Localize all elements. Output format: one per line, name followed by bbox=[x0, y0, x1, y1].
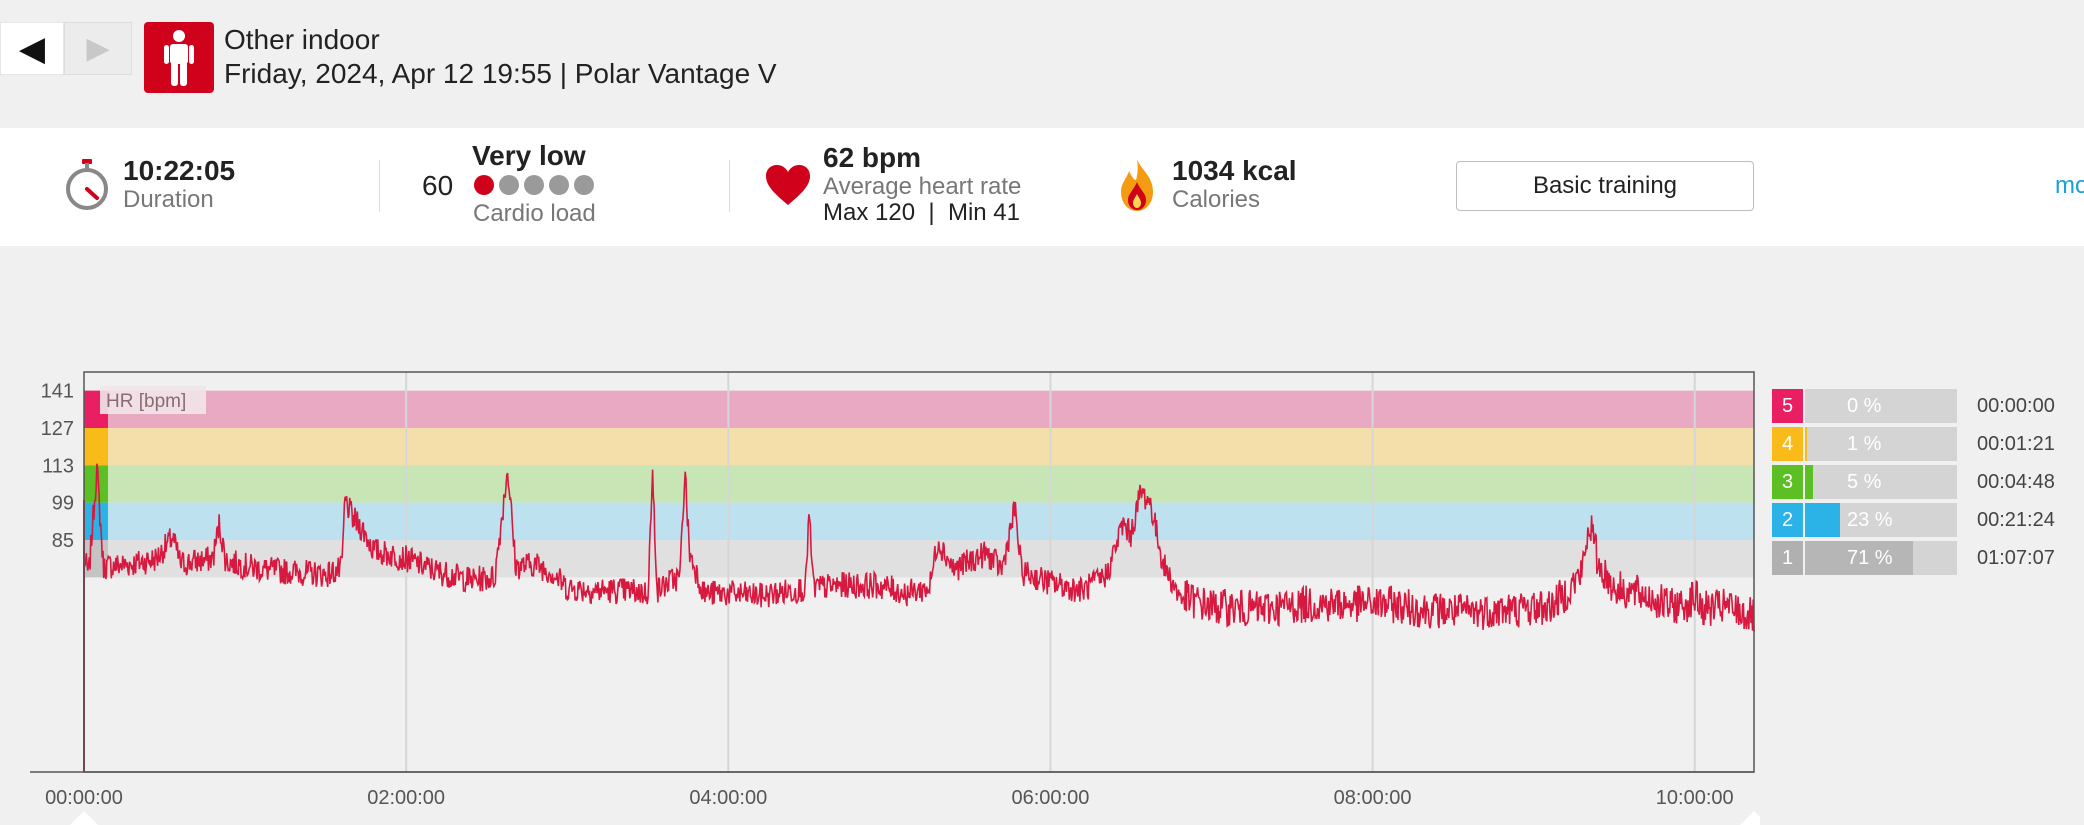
zone-time: 00:21:24 bbox=[1977, 509, 2055, 531]
more-link[interactable]: more bbox=[2055, 172, 2084, 199]
y-tick-label: 99 bbox=[52, 493, 74, 515]
cardio-dot bbox=[524, 175, 544, 195]
x-tick-label: 10:00:00 bbox=[1656, 787, 1734, 809]
zone-percent: 71 % bbox=[1847, 547, 1893, 569]
basic-training-button[interactable]: Basic training bbox=[1456, 161, 1754, 211]
arrow-left-icon: ◀ bbox=[18, 29, 46, 68]
session-date-device: Friday, 2024, Apr 12 19:55 | Polar Vanta… bbox=[224, 58, 777, 89]
zone-indicator-2 bbox=[84, 502, 108, 540]
zone-indicator-4 bbox=[84, 428, 108, 466]
zone-number: 5 bbox=[1772, 389, 1803, 423]
cardio-load-value: 60 bbox=[422, 170, 454, 201]
sport-name: Other indoor bbox=[224, 24, 380, 55]
zone-fill bbox=[1805, 541, 1913, 575]
heart-rate-line bbox=[83, 463, 1755, 632]
zone-number: 1 bbox=[1772, 541, 1803, 575]
zone-band-4 bbox=[84, 428, 1754, 466]
zone-number: 4 bbox=[1772, 427, 1803, 461]
avg-heart-rate-value: 62 bpm bbox=[823, 142, 922, 173]
zone-time: 01:07:07 bbox=[1977, 547, 2055, 569]
divider bbox=[729, 160, 730, 212]
cardio-load-level: Very low bbox=[472, 140, 586, 171]
heart-rate-chart: 141 127 113 99 85 00:00:00 02:00:00 04:00:00 06:… bbox=[30, 371, 1760, 825]
stopwatch-icon bbox=[64, 158, 110, 217]
range-end-handle bbox=[1740, 811, 1760, 825]
cardio-dot bbox=[549, 175, 569, 195]
arrow-right-icon: ▶ bbox=[86, 32, 110, 65]
zone-band-5 bbox=[84, 390, 1754, 428]
heart-rate-max-min: Max 120 | Min 41 bbox=[823, 199, 1020, 226]
zone-percent: 0 % bbox=[1847, 395, 1882, 417]
x-tick-label: 02:00:00 bbox=[367, 787, 445, 809]
cardio-load-label: Cardio load bbox=[473, 200, 596, 227]
series-label-box bbox=[100, 386, 206, 414]
x-tick-label: 06:00:00 bbox=[1012, 787, 1090, 809]
zone-band-2 bbox=[84, 502, 1754, 540]
zone-time: 00:00:00 bbox=[1977, 395, 2055, 417]
person-standing-icon bbox=[144, 22, 214, 93]
zone-bar: 23 % bbox=[1805, 503, 1957, 537]
calories-label: Calories bbox=[1172, 186, 1261, 213]
cardio-dot bbox=[474, 175, 494, 195]
zone-fill bbox=[1805, 427, 1807, 461]
zone-time: 00:01:21 bbox=[1977, 433, 2055, 455]
zone-bar: 71 % bbox=[1805, 541, 1957, 575]
zone-band-3 bbox=[84, 465, 1754, 503]
zone-bar: 0 % bbox=[1805, 389, 1957, 423]
y-tick-label: 113 bbox=[42, 455, 74, 477]
previous-session-button[interactable]: ◀ bbox=[0, 22, 64, 75]
zone-percent: 1 % bbox=[1847, 433, 1882, 455]
zone-number: 2 bbox=[1772, 503, 1803, 537]
range-start-handle bbox=[70, 811, 98, 825]
x-tick-label: 08:00:00 bbox=[1334, 787, 1412, 809]
zone-bar: 5 % bbox=[1805, 465, 1957, 499]
avg-heart-rate-label: Average heart rate bbox=[823, 173, 1022, 200]
zone-percent: 5 % bbox=[1847, 471, 1882, 493]
zone-bar: 1 % bbox=[1805, 427, 1957, 461]
cardio-load-dots bbox=[474, 175, 599, 200]
calories-value: 1034 kcal bbox=[1172, 155, 1297, 186]
cardio-dot bbox=[499, 175, 519, 195]
cardio-dot bbox=[574, 175, 594, 195]
y-tick-label: 127 bbox=[41, 418, 74, 440]
x-tick-label: 00:00:00 bbox=[45, 787, 123, 809]
zone-fill bbox=[1805, 503, 1840, 537]
duration-label: Duration bbox=[123, 186, 214, 213]
heart-icon bbox=[765, 164, 811, 211]
duration-value: 10:22:05 bbox=[123, 155, 236, 186]
x-tick-label: 04:00:00 bbox=[689, 787, 767, 809]
y-tick-label: 141 bbox=[41, 381, 74, 403]
series-label: HR [bpm] bbox=[106, 391, 186, 412]
next-session-button[interactable]: ▶ bbox=[64, 22, 132, 75]
zone-percent: 23 % bbox=[1847, 509, 1893, 531]
flame-icon bbox=[1118, 158, 1156, 217]
zone-fill bbox=[1805, 465, 1813, 499]
zone-number: 3 bbox=[1772, 465, 1803, 499]
zone-band-1 bbox=[84, 540, 1754, 578]
y-tick-label: 85 bbox=[52, 530, 74, 552]
divider bbox=[379, 160, 380, 212]
zone-time: 00:04:48 bbox=[1977, 471, 2055, 493]
summary-band: 10:22:05 Duration 60 Very low Cardio loa… bbox=[0, 128, 2084, 246]
